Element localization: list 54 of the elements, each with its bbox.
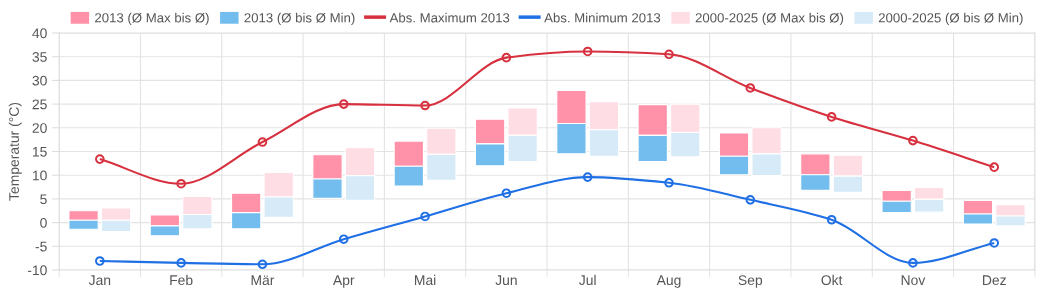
point	[501, 188, 512, 198]
point	[338, 99, 349, 109]
x-tick-label: Jan	[88, 275, 111, 286]
y-tick-label: 5	[40, 194, 47, 205]
y-tick-label: -5	[35, 241, 47, 252]
point	[826, 214, 837, 225]
point	[582, 172, 593, 182]
x-tick-label: Nov	[901, 275, 926, 286]
legend-label: 2013 (Ø Max bis Ø)	[95, 12, 209, 26]
point	[176, 258, 186, 268]
x-tick-label: Jul	[579, 274, 596, 286]
x-tick-label: Jun	[495, 275, 517, 286]
x-tick-label: Mär	[251, 275, 275, 286]
point	[338, 234, 349, 244]
x-tick-label: Apr	[332, 275, 355, 288]
legend-label: 2000-2025 (Ø bis Ø Min)	[878, 12, 1023, 26]
point	[989, 162, 1000, 172]
legend-label: Abs. Maximum 2013	[389, 12, 510, 23]
y-tick-label: 20	[32, 123, 47, 133]
point	[582, 46, 593, 57]
point	[745, 195, 756, 205]
y-tick-label: 30	[32, 75, 47, 86]
y-tick-label: 25	[32, 99, 47, 110]
legend-label: 2013 (Ø bis Ø Min)	[244, 12, 355, 26]
point	[257, 259, 268, 270]
point	[826, 112, 837, 122]
y-axis-title: Temperatur (°C)	[8, 102, 22, 201]
point	[420, 211, 430, 222]
legend-label: Abs. Minimum 2013	[544, 12, 661, 23]
point	[908, 258, 918, 268]
y-tick-label: -10	[27, 265, 47, 276]
y-tick-label: 35	[32, 52, 47, 62]
y-tick-label: 0	[40, 217, 47, 228]
y-tick-label: 40	[32, 28, 47, 39]
point	[664, 49, 674, 60]
point	[745, 83, 756, 93]
x-tick-label: Okt	[821, 274, 843, 286]
point	[908, 135, 918, 146]
point	[95, 154, 105, 164]
point	[95, 256, 105, 266]
y-tick-label: 10	[32, 170, 47, 181]
point	[420, 100, 430, 111]
x-tick-label: Dez	[983, 275, 1006, 286]
point	[989, 238, 1000, 248]
x-tick-label: Feb	[170, 274, 193, 286]
point	[501, 52, 512, 63]
x-tick-label: Sep	[738, 275, 763, 288]
x-tick-label: Aug	[656, 275, 681, 288]
point	[176, 178, 186, 189]
x-tick-label: Mai	[415, 274, 436, 286]
y-tick-label: 15	[32, 146, 47, 157]
point	[257, 137, 268, 147]
point	[664, 177, 674, 188]
legend-label: 2000-2025 (Ø Max bis Ø)	[695, 12, 844, 26]
